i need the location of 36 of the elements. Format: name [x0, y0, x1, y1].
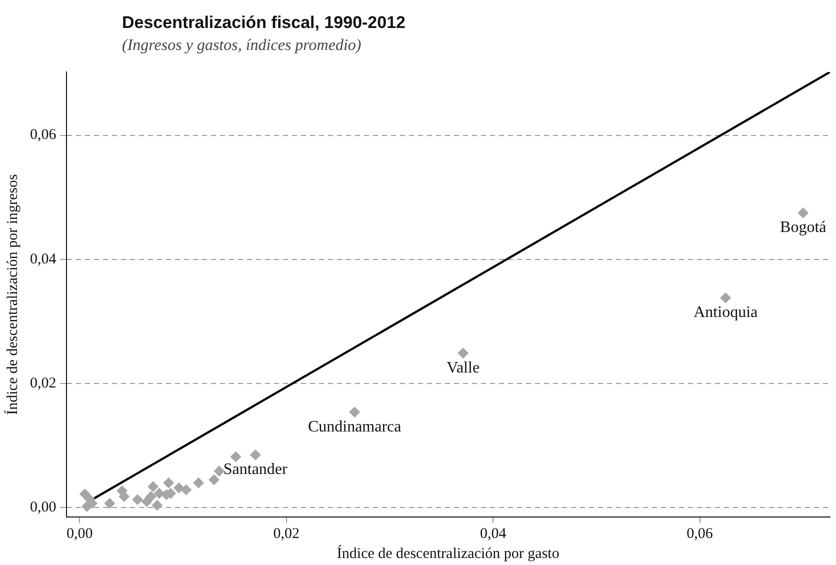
point	[180, 484, 192, 496]
point	[349, 406, 360, 418]
point	[214, 466, 225, 477]
x-axis-title: Índice de descentralización por gasto	[336, 544, 560, 562]
x-tick-label: 0,00	[66, 526, 93, 542]
point	[458, 348, 469, 359]
point	[79, 488, 90, 500]
point	[152, 500, 163, 511]
point	[145, 491, 156, 502]
point	[163, 477, 174, 488]
point	[173, 482, 184, 494]
annotation: Valle	[446, 359, 480, 376]
annotation: Antioquia	[694, 304, 758, 322]
point	[193, 477, 204, 488]
y-tick-label: 0,04	[30, 251, 57, 268]
annotation: Santander	[223, 461, 288, 478]
point	[132, 494, 144, 506]
point	[798, 207, 809, 218]
y-tick-label: 0,06	[30, 127, 57, 144]
point	[118, 491, 130, 502]
y-axis-title: Índice de descentralización por ingresos	[4, 174, 21, 415]
point	[208, 474, 220, 486]
annotation: Cundinamarca	[308, 418, 402, 436]
x-tick-label: 0,02	[273, 526, 300, 542]
chart-subtitle: (Ingresos y gastos, índices promedio)	[122, 37, 362, 55]
point	[104, 498, 116, 509]
annotation: Bogotá	[780, 219, 826, 236]
x-tick-label: 0,04	[480, 526, 507, 542]
chart-title: Descentralización fiscal, 1990-2012	[122, 13, 406, 33]
point	[720, 292, 732, 304]
x-tick-label: 0,06	[686, 526, 714, 542]
y-tick-label: 0,00	[30, 500, 56, 516]
point	[230, 451, 242, 462]
point	[250, 449, 261, 460]
point	[148, 481, 159, 492]
y-tick-label: 0,02	[30, 376, 56, 392]
